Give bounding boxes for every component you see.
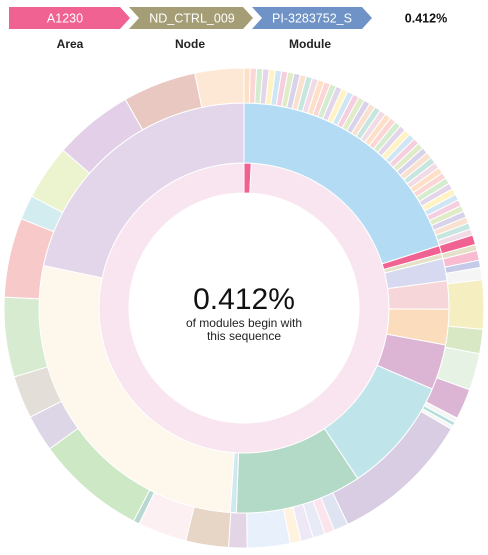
level3-arc-32[interactable] bbox=[194, 67, 245, 108]
breadcrumb-segment-area[interactable]: A1230 bbox=[9, 7, 130, 29]
center-caption-line2: this sequence bbox=[207, 329, 281, 343]
breadcrumb-caption-module: Module bbox=[289, 37, 331, 51]
breadcrumb-caption-area: Area bbox=[57, 37, 84, 51]
level3-arc-5[interactable] bbox=[447, 279, 485, 330]
level3-arc-19[interactable] bbox=[227, 512, 248, 549]
sunburst-chart: 0.412% of modules begin with this sequen… bbox=[0, 60, 488, 550]
breadcrumb-percentage: 0.412% bbox=[405, 12, 447, 26]
breadcrumb-chevron-node bbox=[129, 7, 253, 29]
center-caption-line1: of modules begin with bbox=[186, 316, 302, 330]
breadcrumb: A1230 ND_CTRL_009 PI-3283752_S 0.412% Ar… bbox=[0, 0, 488, 60]
breadcrumb-label-node: ND_CTRL_009 bbox=[149, 12, 235, 26]
breadcrumb-label-area: A1230 bbox=[47, 12, 83, 26]
breadcrumb-chevron-module bbox=[252, 7, 372, 29]
breadcrumb-segment-module[interactable]: PI-3283752_S bbox=[252, 7, 372, 29]
breadcrumb-chevron-area bbox=[9, 7, 130, 29]
breadcrumb-label-module: PI-3283752_S bbox=[272, 12, 352, 26]
breadcrumb-segment-node[interactable]: ND_CTRL_009 bbox=[129, 7, 253, 29]
sunburst-rings bbox=[3, 67, 485, 549]
level3-arc-18[interactable] bbox=[246, 508, 291, 549]
breadcrumb-caption-node: Node bbox=[175, 37, 205, 51]
center-label: 0.412% of modules begin with this sequen… bbox=[186, 283, 302, 343]
center-percentage: 0.412% bbox=[193, 283, 295, 316]
